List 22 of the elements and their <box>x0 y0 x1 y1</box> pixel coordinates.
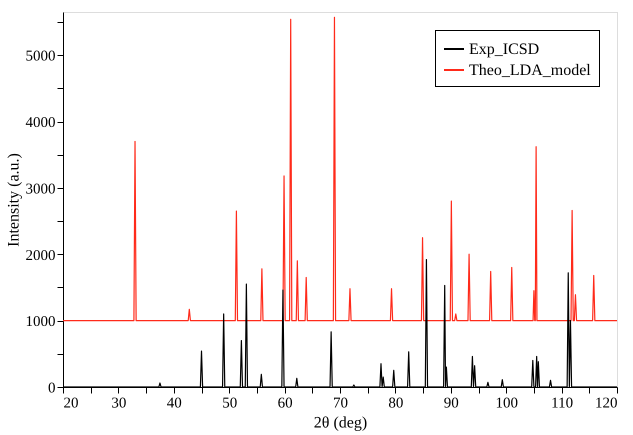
y-tick-label: 3000 <box>26 181 56 198</box>
x-tick-label: 50 <box>222 396 238 412</box>
y-axis-title: Intensity (a.u.) <box>6 153 22 247</box>
x-tick-label: 70 <box>333 396 348 412</box>
legend-label: Theo_LDA_model <box>469 62 592 79</box>
line-series <box>62 16 618 322</box>
x-axis-title: 2θ (deg) <box>314 414 368 432</box>
y-tick-label: 0 <box>48 380 56 396</box>
x-tick-label: 90 <box>444 396 459 412</box>
y-tick-label: 1000 <box>26 314 56 330</box>
y-tick-label: 4000 <box>26 115 56 132</box>
x-tick-label: 30 <box>111 396 126 412</box>
y-tick-label: 2000 <box>26 248 56 264</box>
y-tick-label: 5000 <box>26 48 56 65</box>
legend-label: Exp_ICSD <box>469 41 540 58</box>
x-tick-label: 110 <box>551 396 574 412</box>
x-tick-label: 80 <box>388 396 404 412</box>
x-tick-label: 20 <box>64 396 78 412</box>
x-tick-label: 60 <box>278 396 293 412</box>
x-tick-label: 120 <box>595 396 618 412</box>
x-tick-label: 100 <box>495 396 518 412</box>
x-tick-label: 40 <box>166 396 182 412</box>
